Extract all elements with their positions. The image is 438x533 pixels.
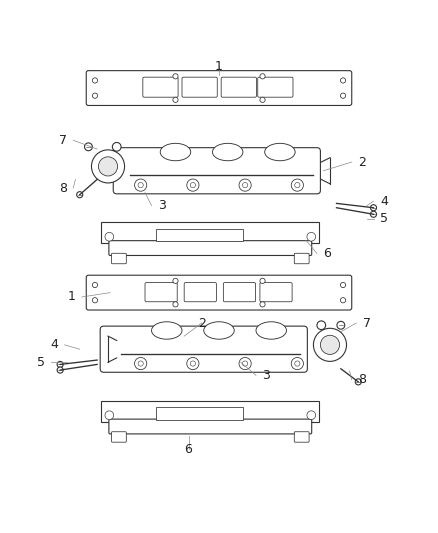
Text: 5: 5 bbox=[380, 212, 388, 225]
Text: 2: 2 bbox=[358, 156, 366, 168]
Circle shape bbox=[337, 321, 345, 329]
Circle shape bbox=[340, 78, 346, 83]
FancyBboxPatch shape bbox=[112, 432, 126, 442]
Circle shape bbox=[239, 179, 251, 191]
Circle shape bbox=[314, 328, 346, 361]
Ellipse shape bbox=[265, 143, 295, 161]
Circle shape bbox=[187, 179, 199, 191]
Circle shape bbox=[243, 361, 248, 366]
Circle shape bbox=[295, 361, 300, 366]
Text: 1: 1 bbox=[215, 60, 223, 73]
Circle shape bbox=[92, 282, 98, 288]
Circle shape bbox=[173, 302, 178, 307]
Circle shape bbox=[371, 211, 377, 217]
Circle shape bbox=[99, 157, 117, 176]
Text: 1: 1 bbox=[67, 290, 75, 303]
Circle shape bbox=[291, 179, 304, 191]
Circle shape bbox=[187, 358, 199, 370]
Circle shape bbox=[190, 182, 195, 188]
Ellipse shape bbox=[204, 322, 234, 339]
Circle shape bbox=[92, 93, 98, 98]
FancyBboxPatch shape bbox=[100, 326, 307, 372]
Text: 6: 6 bbox=[323, 247, 331, 260]
Circle shape bbox=[340, 297, 346, 303]
Circle shape bbox=[92, 78, 98, 83]
FancyBboxPatch shape bbox=[258, 77, 293, 97]
FancyBboxPatch shape bbox=[109, 241, 312, 255]
Text: 7: 7 bbox=[363, 317, 371, 329]
Text: 3: 3 bbox=[158, 199, 166, 212]
Text: 8: 8 bbox=[59, 182, 67, 195]
FancyBboxPatch shape bbox=[221, 77, 256, 97]
Text: 2: 2 bbox=[198, 317, 205, 329]
Circle shape bbox=[260, 74, 265, 79]
FancyBboxPatch shape bbox=[86, 71, 352, 106]
Circle shape bbox=[317, 321, 325, 329]
Circle shape bbox=[57, 361, 63, 367]
Circle shape bbox=[77, 192, 83, 198]
Circle shape bbox=[134, 179, 147, 191]
FancyBboxPatch shape bbox=[223, 282, 255, 302]
Circle shape bbox=[260, 97, 265, 102]
Circle shape bbox=[113, 142, 121, 151]
Circle shape bbox=[173, 278, 178, 284]
Circle shape bbox=[321, 335, 339, 354]
FancyBboxPatch shape bbox=[102, 401, 319, 422]
Circle shape bbox=[295, 182, 300, 188]
FancyBboxPatch shape bbox=[294, 432, 309, 442]
Circle shape bbox=[105, 411, 114, 419]
Circle shape bbox=[57, 367, 63, 373]
Ellipse shape bbox=[152, 322, 182, 339]
Circle shape bbox=[173, 97, 178, 102]
Text: 4: 4 bbox=[50, 338, 58, 351]
Circle shape bbox=[340, 93, 346, 98]
Circle shape bbox=[307, 232, 316, 241]
Text: 8: 8 bbox=[358, 373, 366, 386]
Circle shape bbox=[190, 361, 195, 366]
Circle shape bbox=[138, 182, 143, 188]
Circle shape bbox=[92, 150, 124, 183]
Circle shape bbox=[371, 205, 377, 211]
Circle shape bbox=[260, 302, 265, 307]
FancyBboxPatch shape bbox=[102, 222, 319, 243]
Circle shape bbox=[138, 361, 143, 366]
Circle shape bbox=[340, 282, 346, 288]
Text: 3: 3 bbox=[262, 369, 270, 382]
Circle shape bbox=[134, 358, 147, 370]
Circle shape bbox=[173, 74, 178, 79]
FancyBboxPatch shape bbox=[260, 282, 292, 302]
FancyBboxPatch shape bbox=[109, 419, 312, 434]
Ellipse shape bbox=[212, 143, 243, 161]
FancyBboxPatch shape bbox=[182, 77, 217, 97]
FancyBboxPatch shape bbox=[112, 253, 126, 264]
FancyBboxPatch shape bbox=[156, 229, 243, 241]
FancyBboxPatch shape bbox=[294, 253, 309, 264]
FancyBboxPatch shape bbox=[145, 282, 177, 302]
Circle shape bbox=[239, 358, 251, 370]
FancyBboxPatch shape bbox=[113, 148, 321, 194]
Text: 4: 4 bbox=[380, 195, 388, 208]
Circle shape bbox=[307, 411, 316, 419]
Circle shape bbox=[260, 278, 265, 284]
Text: 6: 6 bbox=[184, 443, 192, 456]
FancyBboxPatch shape bbox=[143, 77, 178, 97]
FancyBboxPatch shape bbox=[156, 407, 243, 419]
Circle shape bbox=[92, 297, 98, 303]
Circle shape bbox=[291, 358, 304, 370]
Text: 7: 7 bbox=[59, 134, 67, 147]
Circle shape bbox=[85, 143, 92, 151]
Ellipse shape bbox=[160, 143, 191, 161]
Circle shape bbox=[355, 379, 361, 385]
FancyBboxPatch shape bbox=[86, 275, 352, 310]
Text: 5: 5 bbox=[37, 356, 45, 369]
FancyBboxPatch shape bbox=[184, 282, 216, 302]
Circle shape bbox=[243, 182, 248, 188]
Ellipse shape bbox=[256, 322, 286, 339]
Circle shape bbox=[105, 232, 114, 241]
